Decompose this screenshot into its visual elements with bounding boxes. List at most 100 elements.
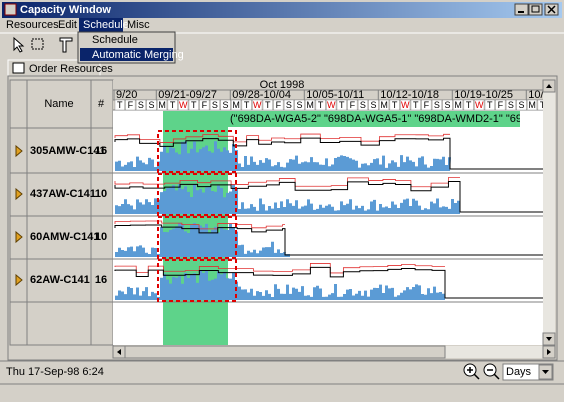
day-label: F [350, 100, 356, 110]
day-cell [347, 99, 358, 111]
day-cell [336, 99, 347, 111]
row-marker [15, 230, 23, 244]
day-cell [400, 99, 411, 111]
usage-histogram [115, 141, 451, 171]
day-label: W [179, 100, 188, 110]
capacity-line [114, 181, 543, 213]
row-marker [15, 187, 23, 201]
select-tool[interactable] [31, 38, 44, 50]
banner-clip: ("698DA-WGA5-2" "698DA-WGA5-1" "698DA-WM… [230, 113, 564, 125]
day-cell [283, 99, 294, 111]
day-label: S [296, 100, 302, 110]
day-label: M [232, 100, 240, 110]
day-cell [527, 99, 538, 111]
day-cell [178, 99, 189, 111]
resource-list [9, 79, 114, 346]
week-label: 10/12-10/18 [380, 89, 439, 101]
window-buttons [514, 3, 559, 16]
day-label: T [170, 100, 176, 110]
day-label: F [202, 100, 208, 110]
usage-block [255, 254, 264, 257]
day-label: W [475, 100, 484, 110]
menu-item[interactable]: Schedule [83, 19, 129, 31]
menu-item[interactable]: Misc [127, 19, 150, 31]
merge-selection [157, 216, 237, 259]
day-label: F [128, 100, 134, 110]
day-label: W [327, 100, 336, 110]
menu-item[interactable]: Edit [58, 19, 77, 31]
capacity-line-limit [114, 263, 445, 274]
app-icon [4, 3, 17, 16]
week-label: 09/21-09/27 [158, 89, 217, 101]
day-label: M [306, 100, 314, 110]
day-label: T [117, 100, 123, 110]
scroll-thumb[interactable] [124, 345, 446, 359]
day-cell [199, 99, 210, 111]
capacity-line [114, 137, 543, 170]
day-label: S [508, 100, 514, 110]
week-label: 10/05-10/11 [306, 89, 364, 101]
day-cell [114, 99, 125, 111]
day-label: F [424, 100, 430, 110]
day-label: T [466, 100, 472, 110]
day-label: M [380, 100, 388, 110]
merge-selection [157, 130, 237, 173]
day-label: T [413, 100, 419, 110]
status-text: Thu 17-Sep-98 6:24 [6, 366, 104, 378]
usage-block [240, 254, 252, 257]
day-label: S [148, 100, 154, 110]
resource-count: 10 [95, 188, 107, 200]
day-cell [305, 99, 316, 111]
pointer-tool[interactable] [13, 36, 25, 53]
dropdown-highlight [80, 48, 173, 61]
day-cell [157, 99, 168, 111]
resource-name: 60AMW-C141 [30, 231, 99, 243]
day-cell [125, 99, 136, 111]
usage-histogram [115, 184, 460, 214]
week-label: 09/28-10/04 [232, 89, 291, 101]
dropdown-item[interactable]: Schedule [92, 34, 138, 46]
menu-highlight [79, 18, 123, 32]
minimize-button[interactable] [514, 3, 529, 16]
day-label: T [191, 100, 197, 110]
capacity-line [114, 224, 543, 256]
row-marker [15, 273, 23, 287]
day-cell [431, 99, 442, 111]
name-header: Name [44, 98, 73, 110]
day-cell [273, 99, 284, 111]
day-cell [209, 99, 220, 111]
day-label: S [212, 100, 218, 110]
menu-item[interactable]: Resources [6, 19, 59, 31]
capacity-line-limit [114, 133, 450, 143]
dropdown-item[interactable]: Automatic Merging [92, 49, 184, 61]
zoom-value: Days [506, 366, 532, 378]
split-tool[interactable] [59, 37, 73, 53]
maximize-button[interactable] [528, 3, 543, 16]
day-cell [463, 99, 474, 111]
day-cell [315, 99, 326, 111]
resource-name: 62AW-C141 [30, 274, 90, 286]
week-label: 10/ [528, 89, 544, 101]
tab-icon [12, 62, 25, 74]
day-cell [379, 99, 390, 111]
day-cell [484, 99, 495, 111]
day-label: S [518, 100, 524, 110]
day-cell [389, 99, 400, 111]
day-cell [167, 99, 178, 111]
day-label: S [286, 100, 292, 110]
day-cell [188, 99, 199, 111]
day-cell [368, 99, 379, 111]
day-label: T [318, 100, 324, 110]
usage-block [275, 254, 290, 257]
tab-label: Order Resources [29, 63, 113, 75]
day-label: S [434, 100, 440, 110]
day-label: T [487, 100, 493, 110]
banner-text: ("698DA-WGA5-2" "698DA-WGA5-1" "698DA-WM… [230, 113, 564, 125]
day-label: W [253, 100, 262, 110]
day-cell [474, 99, 485, 111]
day-label: M [158, 100, 166, 110]
day-label: W [401, 100, 410, 110]
resource-name: 305AMW-C141 [30, 145, 106, 157]
day-label: F [498, 100, 504, 110]
